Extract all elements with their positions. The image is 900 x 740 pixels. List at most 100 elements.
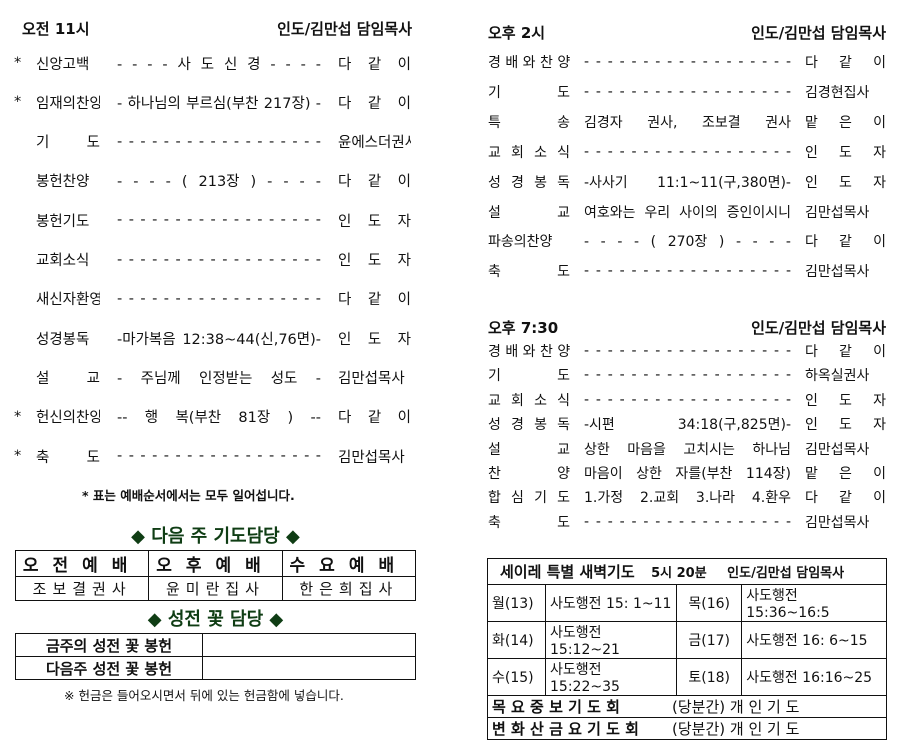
order-person: 인 도 자: [805, 392, 886, 409]
order-label: 특 송: [488, 114, 570, 131]
order-person: 김만섭목사: [805, 204, 870, 221]
order-person: 윤에스더권사: [338, 135, 411, 152]
dawn-day-row: 화(14) 사도행전 15:12~21 금(17) 사도행전 16: 6~15: [487, 621, 887, 659]
order-detail: - - - - - - - - - - - - - - - - - -: [117, 133, 321, 150]
order-detail: - - - - - - - - - - - - - - - - - -: [584, 367, 791, 384]
morning-header: 오전 11시 인도/김만섭 담임목사: [22, 18, 412, 39]
order-row: * 신앙고백 - - - - 사 도 신 경 - - - - 다 같 이: [14, 53, 411, 73]
order-detail: - - - - - - - - - - - - - - - - - -: [117, 251, 321, 268]
order-person: 인 도 자: [805, 417, 886, 434]
order-label: 교회소식: [36, 253, 90, 269]
evening-time: 오후 7:30: [488, 319, 559, 337]
prayer-table: 오전예배 오후예배 수요예배 조보결권사 윤미란집사 한은희집사: [14, 550, 417, 601]
order-person: 맡 은 이: [805, 114, 886, 131]
order-detail: - - - - - - - - - - - - - - - - - -: [584, 391, 791, 408]
order-label: 성 경 봉 독: [488, 417, 570, 434]
order-detail: -시편 34:18(구,825면)-: [584, 417, 791, 434]
flower-heading: ◆ 성전 꽃 담당 ◆: [147, 609, 284, 630]
required-star: *: [14, 408, 22, 425]
order-label: 경 배 와 찬 양: [488, 344, 570, 360]
afternoon-time: 오후 2시: [488, 24, 546, 42]
scripture: 사도행전 15:36~16:5: [741, 584, 887, 622]
offering-note: ※ 헌금은 들어오시면서 뒤에 있는 헌금함에 넣습니다.: [64, 688, 344, 703]
order-label: 헌신의찬양: [36, 410, 100, 427]
order-person: 김만섭목사: [338, 449, 405, 466]
order-person: 다 같 이: [338, 410, 411, 427]
order-label: 파송의찬양: [488, 234, 553, 251]
extra-value: (당분간) 개 인 기 도: [672, 720, 800, 738]
thursday-prayer: 목 요 중 보 기 도 회 (당분간) 개 인 기 도: [487, 695, 887, 718]
order-detail: 마음이 상한 자를(부찬 114장): [584, 466, 791, 482]
order-detail: 상한 마음을 고치시는 하나님: [584, 441, 791, 458]
order-detail: - - - - ( 213장 ) - - - -: [117, 174, 321, 191]
day-label: 목(16): [676, 584, 743, 622]
afternoon-header: 오후 2시 인도/김만섭 담임목사: [488, 22, 886, 43]
extra-value: (당분간) 개 인 기 도: [672, 698, 800, 716]
order-row: 교 회 소 식- - - - - - - - - - - - - - - - -…: [488, 390, 886, 410]
order-row: 교 회 소 식- - - - - - - - - - - - - - - - -…: [488, 142, 886, 162]
order-detail: 여호와는 우리 사이의 증인이시니: [584, 204, 791, 221]
order-row: * 축 도 - - - - - - - - - - - - - - - - - - 김…: [14, 446, 411, 466]
order-person: 인 도 자: [338, 253, 411, 269]
order-row: 봉헌찬양 - - - - ( 213장 ) - - - - 다 같 이: [36, 171, 411, 191]
order-row: 성 경 봉 독 -시편 34:18(구,825면)- 인 도 자: [488, 414, 886, 434]
dawn-header: 세이레 특별 새벽기도 5시 20분 인도/김만섭 담임목사: [487, 558, 887, 585]
prayer-name: 윤미란집사: [148, 576, 283, 601]
order-row: 설 교 - 주님께 인정받는 성도 - 김만섭목사: [36, 367, 411, 387]
order-detail: 김경자 권사, 조보결 권사: [584, 114, 791, 131]
order-label: 성 경 봉 독: [488, 174, 570, 191]
order-person: 다 같 이: [338, 292, 411, 309]
order-row: 기 도 - - - - - - - - - - - - - - - - - - 윤에…: [36, 132, 411, 152]
order-label: 설 교: [36, 370, 100, 387]
order-detail: - - - - - - - - - - - - - - - - - -: [584, 343, 791, 359]
order-label: 기 도: [488, 84, 570, 101]
order-person: 인 도 자: [338, 213, 411, 230]
order-label: 축 도: [36, 449, 100, 466]
order-person: 김만섭목사: [338, 370, 405, 387]
order-label: 기 도: [488, 368, 570, 385]
order-detail: - - - - - - - - - - - - - - - - - -: [584, 513, 791, 530]
morning-time: 오전 11시: [22, 20, 90, 38]
order-row: * 임재의찬양 - 하나님의 부르심(부찬 217장) - 다 같 이: [14, 92, 411, 112]
order-person: 김만섭목사: [805, 441, 870, 458]
prayer-heading: ◆ 다음 주 기도담당 ◆: [131, 526, 300, 547]
evening-header: 오후 7:30 인도/김만섭 담임목사: [488, 317, 886, 338]
prayer-header: 오후예배: [148, 550, 283, 577]
order-row: 축 도 - - - - - - - - - - - - - - - - - - 김만…: [488, 261, 886, 281]
friday-prayer: 변 화 산 금 요 기 도 회 (당분간) 개 인 기 도: [487, 717, 887, 740]
order-row: 특 송 김경자 권사, 조보결 권사 맡 은 이: [488, 112, 886, 132]
order-person: 다 같 이: [805, 55, 886, 71]
order-row: 성경봉독 -마가복음 12:38~44(신,76면)- 인 도 자: [36, 328, 411, 348]
order-label: 교 회 소 식: [488, 144, 570, 161]
order-person: 김경현집사: [805, 84, 870, 101]
dawn-day-row: 수(15) 사도행전 15:22~35 토(18) 사도행전 16:16~25: [487, 658, 887, 696]
order-label: 찬 양: [488, 466, 570, 482]
scripture: 사도행전 16:16~25: [741, 658, 887, 696]
order-row: 기 도 - - - - - - - - - - - - - - - - - - 하옥…: [488, 365, 886, 385]
order-label: 설 교: [488, 204, 570, 221]
order-row: 설 교 여호와는 우리 사이의 증인이시니 김만섭목사: [488, 202, 886, 222]
order-detail: - - - - - - - - - - - - - - - - - -: [117, 212, 321, 229]
order-label: 성경봉독: [36, 331, 90, 348]
order-label: 기 도: [36, 135, 100, 152]
required-star: *: [14, 94, 22, 111]
order-row: 축 도 - - - - - - - - - - - - - - - - - - 김만…: [488, 512, 886, 532]
order-label: 합 심 기 도: [488, 490, 570, 507]
flower-value: [202, 656, 416, 680]
order-label: 임재의찬양: [36, 95, 100, 112]
extra-label: 변 화 산 금 요 기 도 회: [492, 720, 639, 738]
flower-label: 금주의 성전 꽃 봉헌: [15, 633, 203, 657]
order-detail: -마가복음 12:38~44(신,76면)-: [117, 331, 321, 348]
order-label: 봉헌기도: [36, 213, 90, 230]
order-person: 인 도 자: [805, 144, 886, 161]
dawn-leader: 인도/김만섭 담임목사: [727, 566, 845, 581]
order-detail: - - - - - - - - - - - - - - - - - -: [117, 448, 321, 464]
day-label: 화(14): [487, 621, 546, 659]
order-row: 성 경 봉 독 -사사기 11:1~11(구,380면)- 인 도 자: [488, 172, 886, 192]
order-detail: - - - - - - - - - - - - - - - - - -: [117, 290, 321, 307]
order-row: 합 심 기 도 1.가정 2.교회 3.나라 4.환우 다 같 이: [488, 487, 886, 507]
morning-leader: 인도/김만섭 담임목사: [277, 20, 412, 38]
order-label: 교 회 소 식: [488, 392, 570, 409]
order-detail: -사사기 11:1~11(구,380면)-: [584, 174, 791, 191]
order-label: 새신자환영: [36, 292, 100, 309]
